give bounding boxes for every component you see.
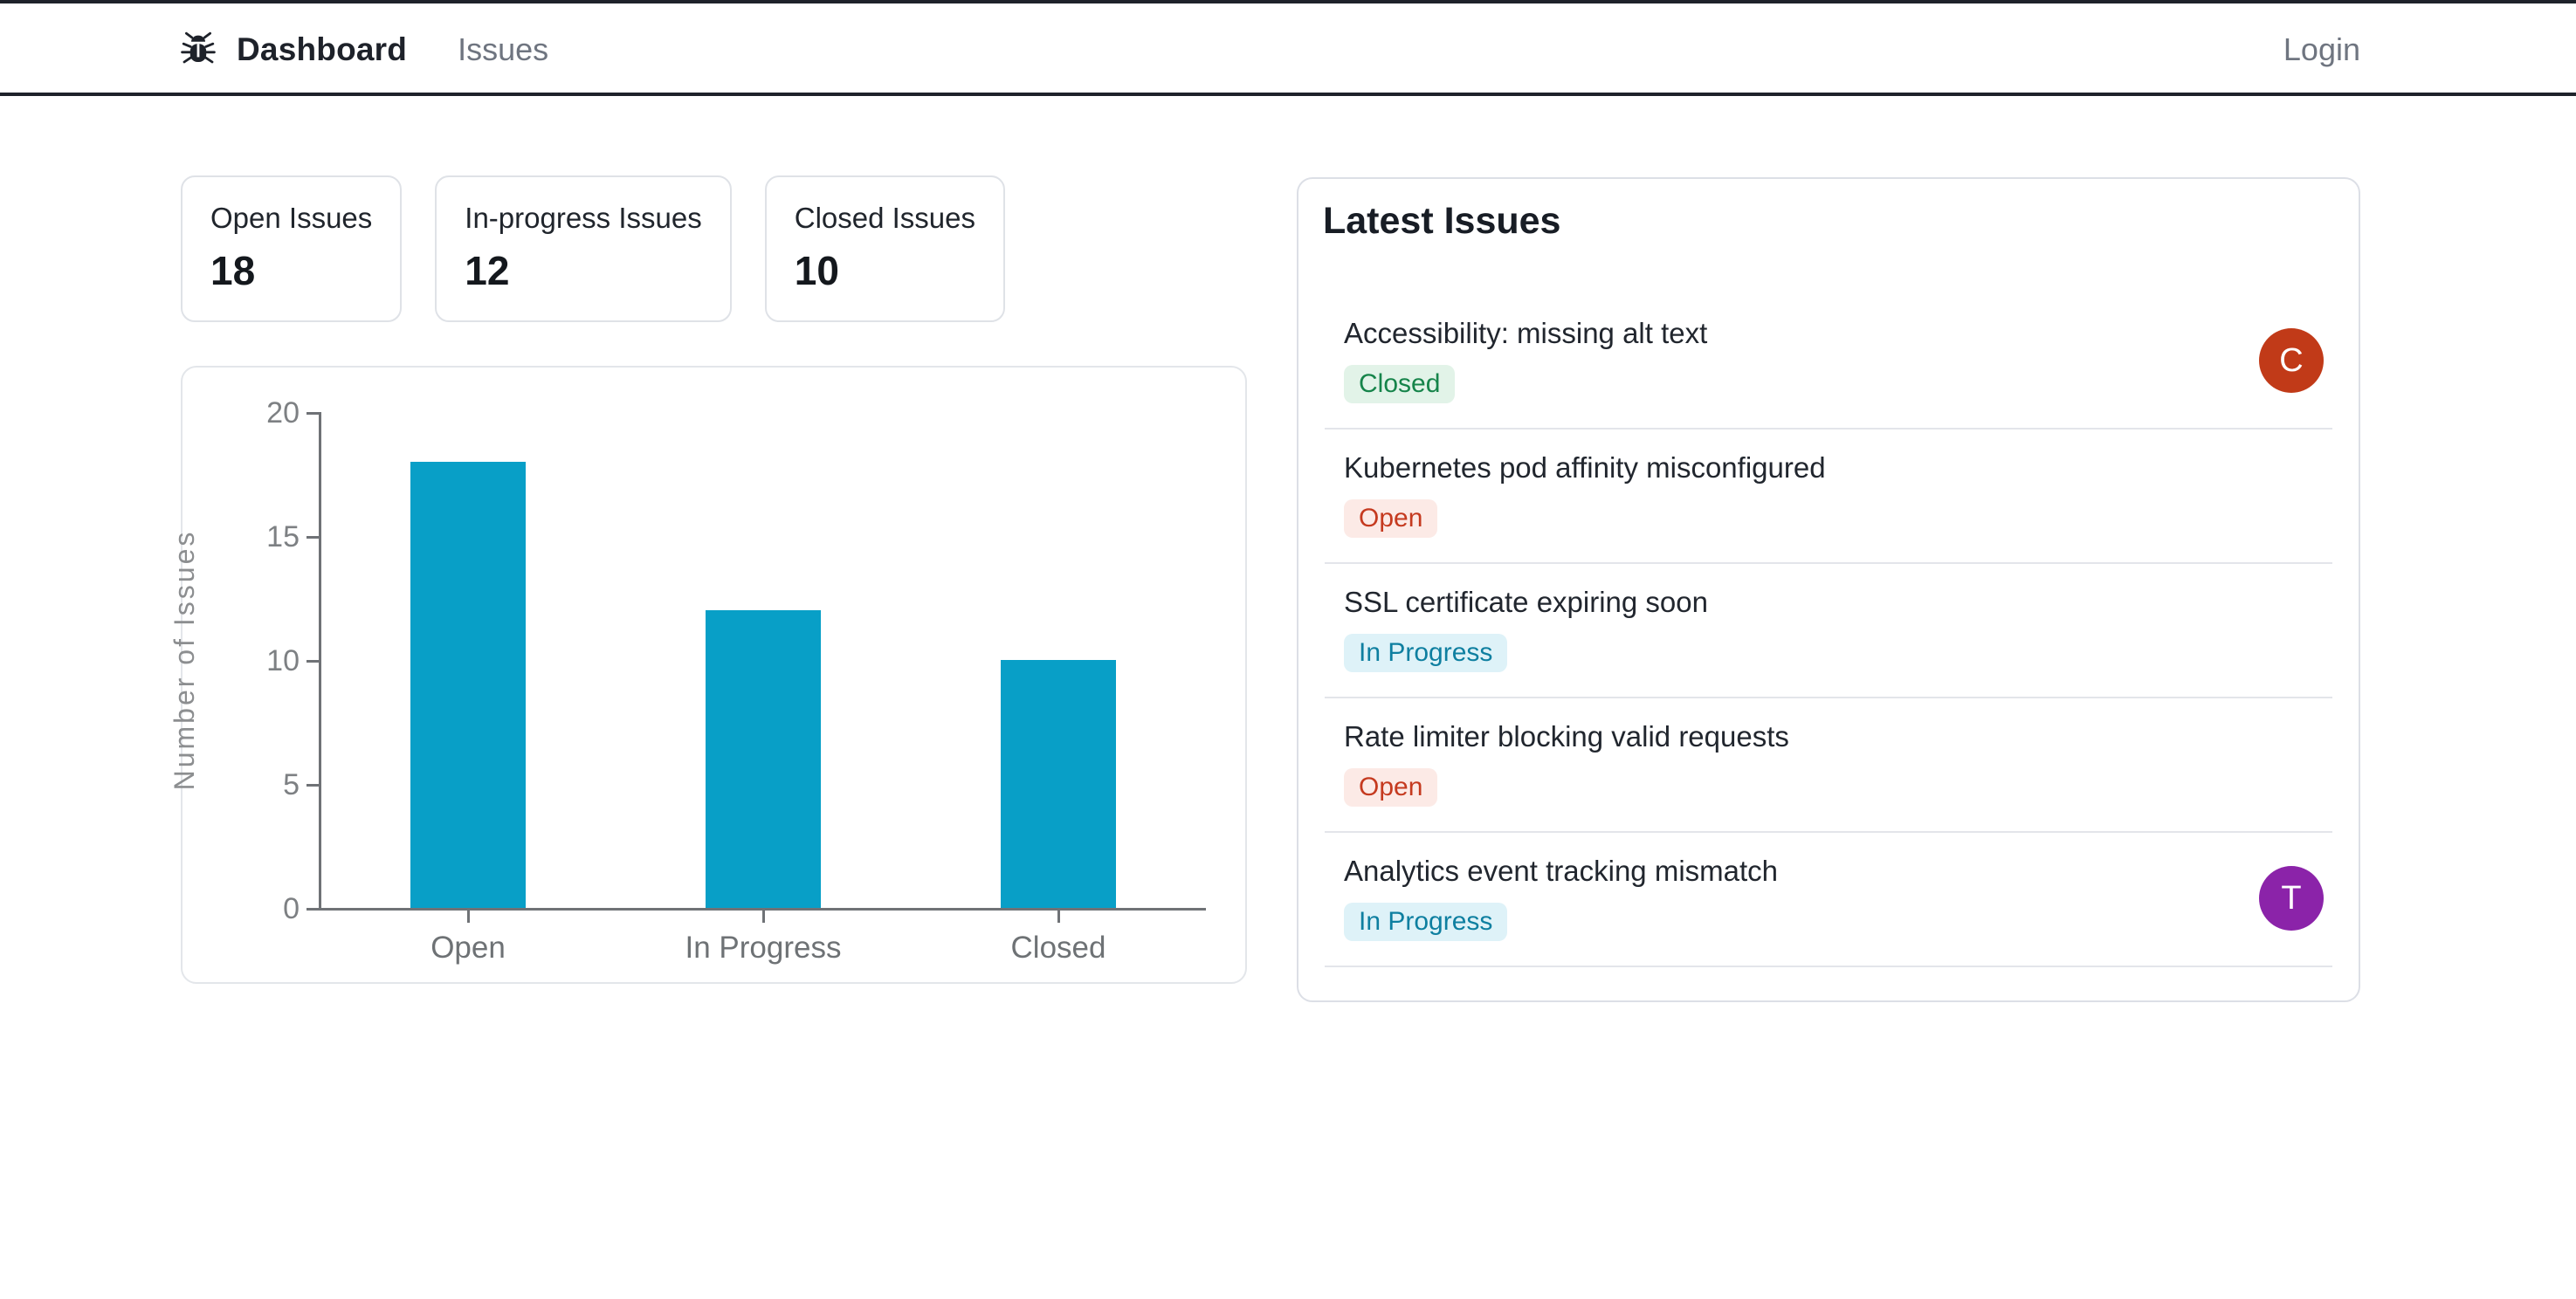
- issue-status-badge: In Progress: [1344, 634, 1508, 672]
- stat-value: 10: [794, 248, 839, 293]
- bar-in-progress: [706, 610, 821, 908]
- issue-status-badge: Closed: [1344, 365, 1456, 403]
- page-top-edge: [0, 0, 2576, 3]
- assignee-avatar: C: [2259, 328, 2324, 393]
- issue-title: Kubernetes pod affinity misconfigured: [1344, 451, 1826, 484]
- issue-status-badge: In Progress: [1344, 903, 1508, 941]
- issues-bar-chart-card: 0 5 10 15 20 Open In Progress Closed Number of I…: [169, 366, 1247, 984]
- stat-value: 18: [210, 248, 256, 293]
- stats-row: Open Issues 18 In-progress Issues 12 Clo…: [181, 175, 1005, 322]
- x-tick-label: Open: [430, 931, 506, 965]
- latest-issues-panel: Latest Issues Accessibility: missing alt…: [1297, 177, 2360, 1002]
- bug-icon: [181, 31, 216, 69]
- stat-label: Closed Issues: [794, 202, 975, 234]
- x-tick-label: In Progress: [685, 931, 842, 965]
- issue-list-item: Accessibility: missing alt text Closed C: [1325, 295, 2332, 430]
- issues-bar-chart: 0 5 10 15 20 Open In Progress Closed Number of I…: [169, 368, 1245, 982]
- stat-value: 12: [465, 248, 510, 293]
- stat-card-in-progress: In-progress Issues 12: [435, 175, 732, 322]
- y-tick-label: 0: [283, 892, 300, 925]
- issue-title: Rate limiter blocking valid requests: [1344, 720, 1789, 753]
- latest-issues-title: Latest Issues: [1323, 200, 1561, 242]
- y-tick-label: 10: [266, 644, 300, 677]
- bar-closed: [1001, 660, 1116, 908]
- x-tick-label: Closed: [1010, 931, 1106, 965]
- y-tick-label: 20: [266, 396, 300, 430]
- login-link[interactable]: Login: [2283, 31, 2360, 67]
- nav-issues-link[interactable]: Issues: [458, 31, 549, 67]
- issue-title: Accessibility: missing alt text: [1344, 317, 1708, 349]
- stat-label: In-progress Issues: [465, 202, 702, 234]
- y-tick-label: 15: [266, 520, 300, 553]
- stat-card-closed: Closed Issues 10: [764, 175, 1005, 322]
- brand-home-link[interactable]: Dashboard: [181, 31, 407, 69]
- top-navbar: Dashboard Issues Login: [0, 3, 2576, 96]
- y-tick-label: 5: [283, 768, 300, 801]
- assignee-avatar: T: [2259, 866, 2324, 931]
- bar-open: [410, 462, 526, 908]
- nav-dashboard-label: Dashboard: [237, 31, 408, 67]
- issue-list-item: Rate limiter blocking valid requests Ope…: [1325, 698, 2332, 833]
- issue-status-badge: Open: [1344, 499, 1438, 538]
- stat-card-open: Open Issues 18: [181, 175, 403, 322]
- latest-issues-list: Accessibility: missing alt text Closed C…: [1325, 295, 2332, 967]
- issue-title: SSL certificate expiring soon: [1344, 586, 1708, 618]
- y-axis-title: Number of Issues: [169, 529, 200, 791]
- stat-label: Open Issues: [210, 202, 373, 234]
- issue-list-item: Kubernetes pod affinity misconfigured Op…: [1325, 430, 2332, 564]
- issue-list-item: Analytics event tracking mismatch In Pro…: [1325, 833, 2332, 967]
- issue-status-badge: Open: [1344, 768, 1438, 807]
- issue-list-item: SSL certificate expiring soon In Progres…: [1325, 564, 2332, 698]
- issue-title: Analytics event tracking mismatch: [1344, 855, 1779, 887]
